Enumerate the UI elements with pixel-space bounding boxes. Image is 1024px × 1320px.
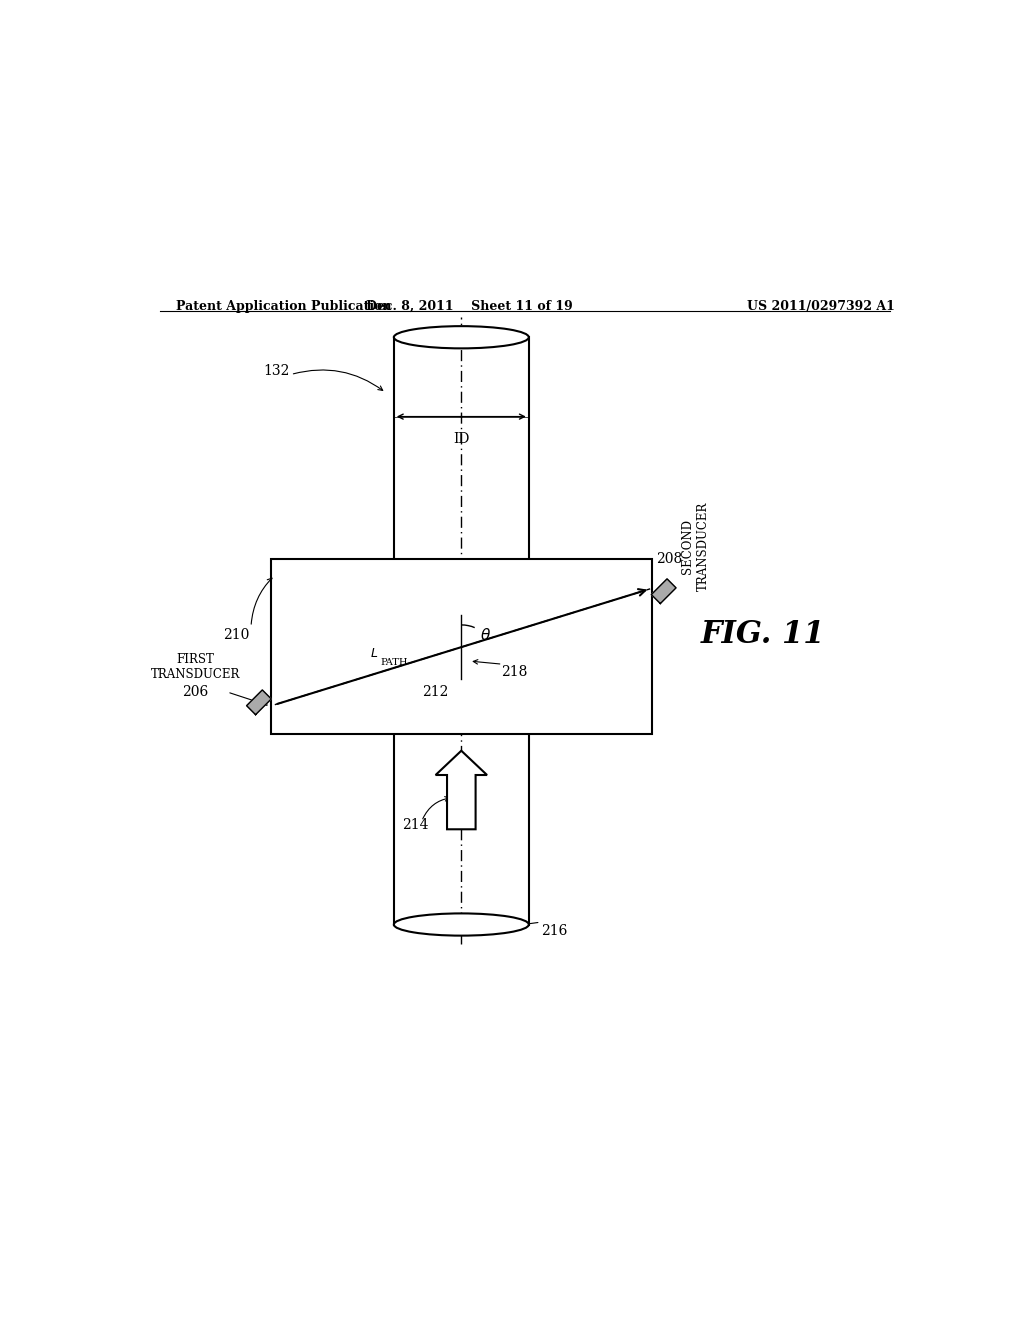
Text: Patent Application Publication: Patent Application Publication [176,300,391,313]
Text: PATH: PATH [380,657,408,667]
Text: 218: 218 [501,665,527,680]
Text: Dec. 8, 2011    Sheet 11 of 19: Dec. 8, 2011 Sheet 11 of 19 [366,300,572,313]
Text: $\theta$: $\theta$ [479,627,490,643]
Bar [270,560,652,734]
Text: 206: 206 [182,685,209,700]
Text: 210: 210 [223,628,250,642]
Text: US 2011/0297392 A1: US 2011/0297392 A1 [748,300,895,313]
Text: 214: 214 [401,818,428,833]
Polygon shape [247,690,271,714]
Text: 208: 208 [655,553,682,566]
Text: 132: 132 [263,364,290,379]
Ellipse shape [394,913,528,936]
Ellipse shape [394,326,528,348]
Text: $L$: $L$ [370,647,378,660]
Text: 212: 212 [422,685,449,700]
Text: 216: 216 [541,924,567,939]
Polygon shape [651,579,676,603]
Text: FIRST
TRANSDUCER: FIRST TRANSDUCER [151,652,241,681]
Text: ID: ID [454,433,469,446]
Text: FIG. 11: FIG. 11 [700,619,825,651]
Text: SECOND
TRANSDUCER: SECOND TRANSDUCER [681,502,710,591]
Polygon shape [435,751,487,829]
